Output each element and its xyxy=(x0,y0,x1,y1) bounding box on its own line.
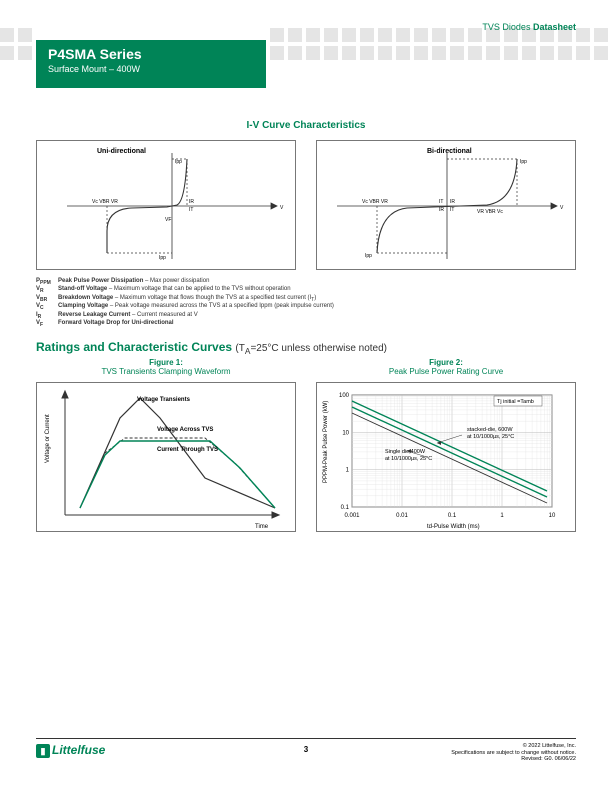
fig2-ylabel: PPPM-Peak Pulse Power (kW) xyxy=(323,401,329,483)
logo-icon: ▮ xyxy=(36,744,50,758)
category-text: TVS Diodes xyxy=(482,22,530,32)
svg-text:0.1: 0.1 xyxy=(341,505,350,511)
svg-text:IT: IT xyxy=(189,207,193,213)
svg-text:Ipp: Ipp xyxy=(159,255,166,261)
page-footer: ▮Littelfuse 3 © 2022 Littelfuse, Inc. Sp… xyxy=(36,738,576,768)
page-number: 3 xyxy=(304,745,308,754)
svg-text:Vc VBR VR: Vc VBR VR xyxy=(362,199,388,205)
fig2-xlabel: td-Pulse Width (ms) xyxy=(427,524,480,530)
svg-text:Tj initial =Tamb: Tj initial =Tamb xyxy=(497,399,534,405)
svg-text:1: 1 xyxy=(346,468,350,474)
svg-text:Single die,400W: Single die,400W xyxy=(385,449,426,455)
svg-text:10: 10 xyxy=(549,513,556,519)
svg-text:0.1: 0.1 xyxy=(448,513,457,519)
svg-text:Voltage Transients: Voltage Transients xyxy=(137,397,191,403)
svg-text:0.001: 0.001 xyxy=(344,513,360,519)
definition-row: VBRBreakdown Voltage – Maximum voltage t… xyxy=(36,295,576,303)
svg-text:0.01: 0.01 xyxy=(396,513,408,519)
figure1-chart: Voltage or Current Time Voltage Transien… xyxy=(36,382,296,532)
svg-text:10: 10 xyxy=(342,430,349,436)
iv-chart-bidirectional: Bi-directional Vc VBR VR VR VBR Vc V Ipp… xyxy=(316,140,576,270)
svg-text:IR: IR xyxy=(450,199,455,205)
title-banner: P4SMA Series Surface Mount – 400W xyxy=(36,40,266,88)
svg-text:VF: VF xyxy=(165,217,171,223)
definition-row: VRStand-off Voltage – Maximum voltage th… xyxy=(36,286,576,294)
definition-row: VFForward Voltage Drop for Uni-direction… xyxy=(36,320,576,328)
svg-text:V: V xyxy=(560,205,564,211)
fig1-xlabel: Time xyxy=(255,524,269,530)
figure1-caption: Figure 1:TVS Transients Clamping Wavefor… xyxy=(36,358,296,376)
iv-chart-unidirectional: Uni-directional Vc VBR VR V Ipp IR IT Ipp… xyxy=(36,140,296,270)
figure2-chart: PPPM-Peak Pulse Power (kW) td-Pulse Widt… xyxy=(316,382,576,532)
brand-logo: ▮Littelfuse xyxy=(36,743,105,758)
svg-text:Ipp: Ipp xyxy=(175,159,182,165)
svg-text:IT: IT xyxy=(439,199,443,205)
svg-text:IT: IT xyxy=(450,207,454,213)
definition-row: VCClamping Voltage – Peak voltage measur… xyxy=(36,303,576,311)
ratings-heading: Ratings and Characteristic Curves (TA=25… xyxy=(36,340,387,356)
svg-text:Voltage Across TVS: Voltage Across TVS xyxy=(157,427,213,433)
ratings-condition: (TA=25°C unless otherwise noted) xyxy=(235,343,387,354)
svg-text:VR VBR Vc: VR VBR Vc xyxy=(477,209,503,215)
svg-text:1: 1 xyxy=(500,513,504,519)
definition-row: IRReverse Leakage Current – Current meas… xyxy=(36,312,576,320)
svg-text:Vc VBR VR: Vc VBR VR xyxy=(92,199,118,205)
series-subtitle: Surface Mount – 400W xyxy=(48,64,254,74)
svg-text:at 10/1000µs, 25°C: at 10/1000µs, 25°C xyxy=(467,434,514,440)
symbol-definitions: PPPMPeak Pulse Power Dissipation – Max p… xyxy=(36,278,576,329)
iv-section-title: I-V Curve Characteristics xyxy=(0,120,612,131)
svg-text:Ipp: Ipp xyxy=(365,253,372,259)
header-category: TVS Diodes Datasheet xyxy=(482,22,576,32)
bi-title: Bi-directional xyxy=(427,148,472,155)
uni-title: Uni-directional xyxy=(97,148,146,155)
svg-text:V: V xyxy=(280,205,284,211)
fig1-ylabel: Voltage or Current xyxy=(45,414,51,463)
svg-text:IR: IR xyxy=(439,207,444,213)
svg-text:stacked-die, 600W: stacked-die, 600W xyxy=(467,427,513,433)
ratings-title: Ratings and Characteristic Curves xyxy=(36,340,232,354)
svg-text:100: 100 xyxy=(339,393,350,399)
svg-text:IR: IR xyxy=(189,199,194,205)
svg-text:Ipp: Ipp xyxy=(520,159,527,165)
doctype-text: Datasheet xyxy=(533,22,576,32)
series-title: P4SMA Series xyxy=(48,46,254,62)
svg-text:at 10/1000µs, 25°C: at 10/1000µs, 25°C xyxy=(385,456,432,462)
definition-row: PPPMPeak Pulse Power Dissipation – Max p… xyxy=(36,278,576,286)
svg-text:Current Through TVS: Current Through TVS xyxy=(157,447,218,453)
figure2-caption: Figure 2:Peak Pulse Power Rating Curve xyxy=(316,358,576,376)
footer-notes: © 2022 Littelfuse, Inc. Specifications a… xyxy=(451,743,576,763)
